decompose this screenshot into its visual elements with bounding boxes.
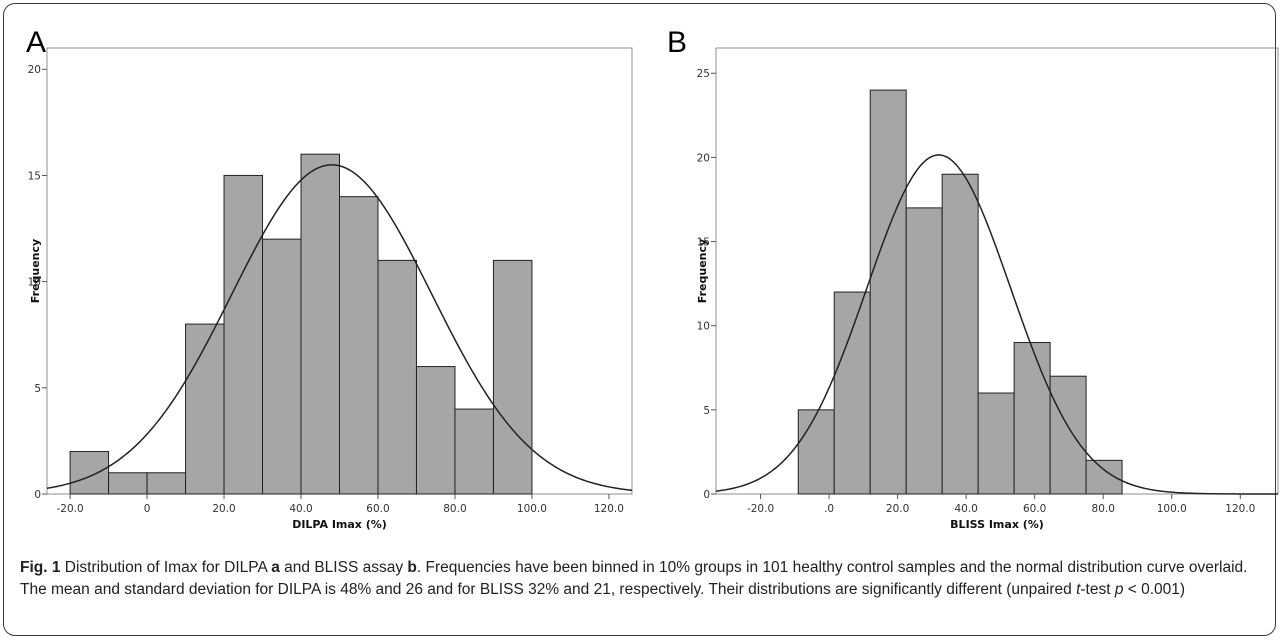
x-tick-label: 20.0 (212, 503, 235, 515)
x-axis-label: BLISS Imax (%) (950, 518, 1044, 531)
y-tick-label: 20 (28, 64, 41, 76)
x-tick-label: 60.0 (366, 503, 389, 515)
histogram-bar (454, 408, 494, 495)
caption-text-3: . Frequencies have been binned in 10% gr… (20, 559, 1248, 598)
histogram-bar (262, 238, 302, 495)
x-tick-label: 80.0 (443, 503, 466, 515)
x-tick-label: 120.0 (1225, 503, 1255, 515)
y-tick-label: 5 (703, 405, 710, 417)
caption-b-label: b (407, 559, 417, 576)
y-tick-label: 15 (28, 170, 41, 182)
x-tick-label: 20.0 (886, 503, 909, 515)
y-tick-label: 15 (697, 237, 710, 249)
histogram-bar (905, 207, 943, 495)
x-tick-label: 40.0 (289, 503, 312, 515)
x-tick-label: 60.0 (1023, 503, 1046, 515)
histogram-bar (223, 174, 264, 495)
histogram-bar (377, 259, 417, 495)
x-tick-label: 80.0 (1092, 503, 1115, 515)
y-tick-label: 10 (28, 277, 41, 289)
caption-text-5: < 0.001) (1123, 581, 1186, 598)
normal-curve (46, 164, 633, 492)
x-tick-label: 40.0 (954, 503, 977, 515)
histogram-bar (833, 291, 871, 495)
x-tick-label: 0 (144, 503, 151, 515)
histogram-bar (300, 153, 340, 495)
histogram-bar (492, 259, 533, 495)
figure-frame (3, 3, 1276, 636)
caption-text-4: -test (1080, 581, 1115, 598)
normal-curve (715, 154, 1278, 495)
histogram-bar (1049, 375, 1087, 495)
panel-b: B 0 5 10 15 20 25 -20.0 .0 20.0 40.0 60.0 80.0 100.0 1… (667, 26, 1279, 531)
caption-fig-label: Fig. 1 (20, 559, 61, 576)
panel-a: A 0 5 10 15 20 -20.0 0 20.0 40.0 60.0 80.0 100.0 120.… (26, 26, 633, 531)
caption-text-1: Distribution of Imax for DILPA (60, 559, 272, 576)
y-axis-label: Frequency (29, 239, 42, 303)
histogram-bar (869, 89, 907, 495)
histogram-bar (1013, 342, 1051, 495)
histogram-bar (1085, 459, 1123, 495)
histogram-bar (339, 196, 379, 495)
histogram-bar (797, 409, 835, 495)
x-tick-label: -20.0 (57, 503, 84, 515)
x-tick-label: .0 (824, 503, 834, 515)
histogram-bar (415, 366, 456, 495)
y-tick-label: 20 (697, 152, 710, 164)
histogram-bar (108, 472, 148, 495)
panel-letter: B (667, 26, 687, 59)
y-tick-label: 0 (703, 489, 710, 501)
x-tick-label: 100.0 (1157, 503, 1187, 515)
panel-letter: A (26, 26, 46, 59)
caption-a-label: a (271, 559, 280, 576)
caption-text-2: and BLISS assay (279, 559, 408, 576)
caption-p-italic: p (1114, 581, 1124, 598)
x-tick-label: 100.0 (517, 503, 547, 515)
figure-caption: Fig. 1 Distribution of Imax for DILPA a … (20, 557, 1265, 601)
histogram-bar (69, 451, 110, 495)
y-tick-label: 5 (34, 383, 41, 395)
histogram-bar (941, 173, 979, 495)
y-axis-label: Frequency (696, 239, 709, 303)
y-tick-label: 0 (34, 489, 41, 501)
histogram-bar (185, 323, 225, 495)
histogram-bar (977, 392, 1015, 495)
x-axis-label: DILPA Imax (%) (292, 518, 387, 531)
x-tick-label: -20.0 (747, 503, 774, 515)
histogram-bar (146, 472, 187, 495)
y-tick-label: 25 (697, 68, 710, 80)
x-tick-label: 120.0 (594, 503, 624, 515)
y-tick-label: 10 (697, 321, 710, 333)
caption-t-italic: t (1076, 581, 1081, 598)
